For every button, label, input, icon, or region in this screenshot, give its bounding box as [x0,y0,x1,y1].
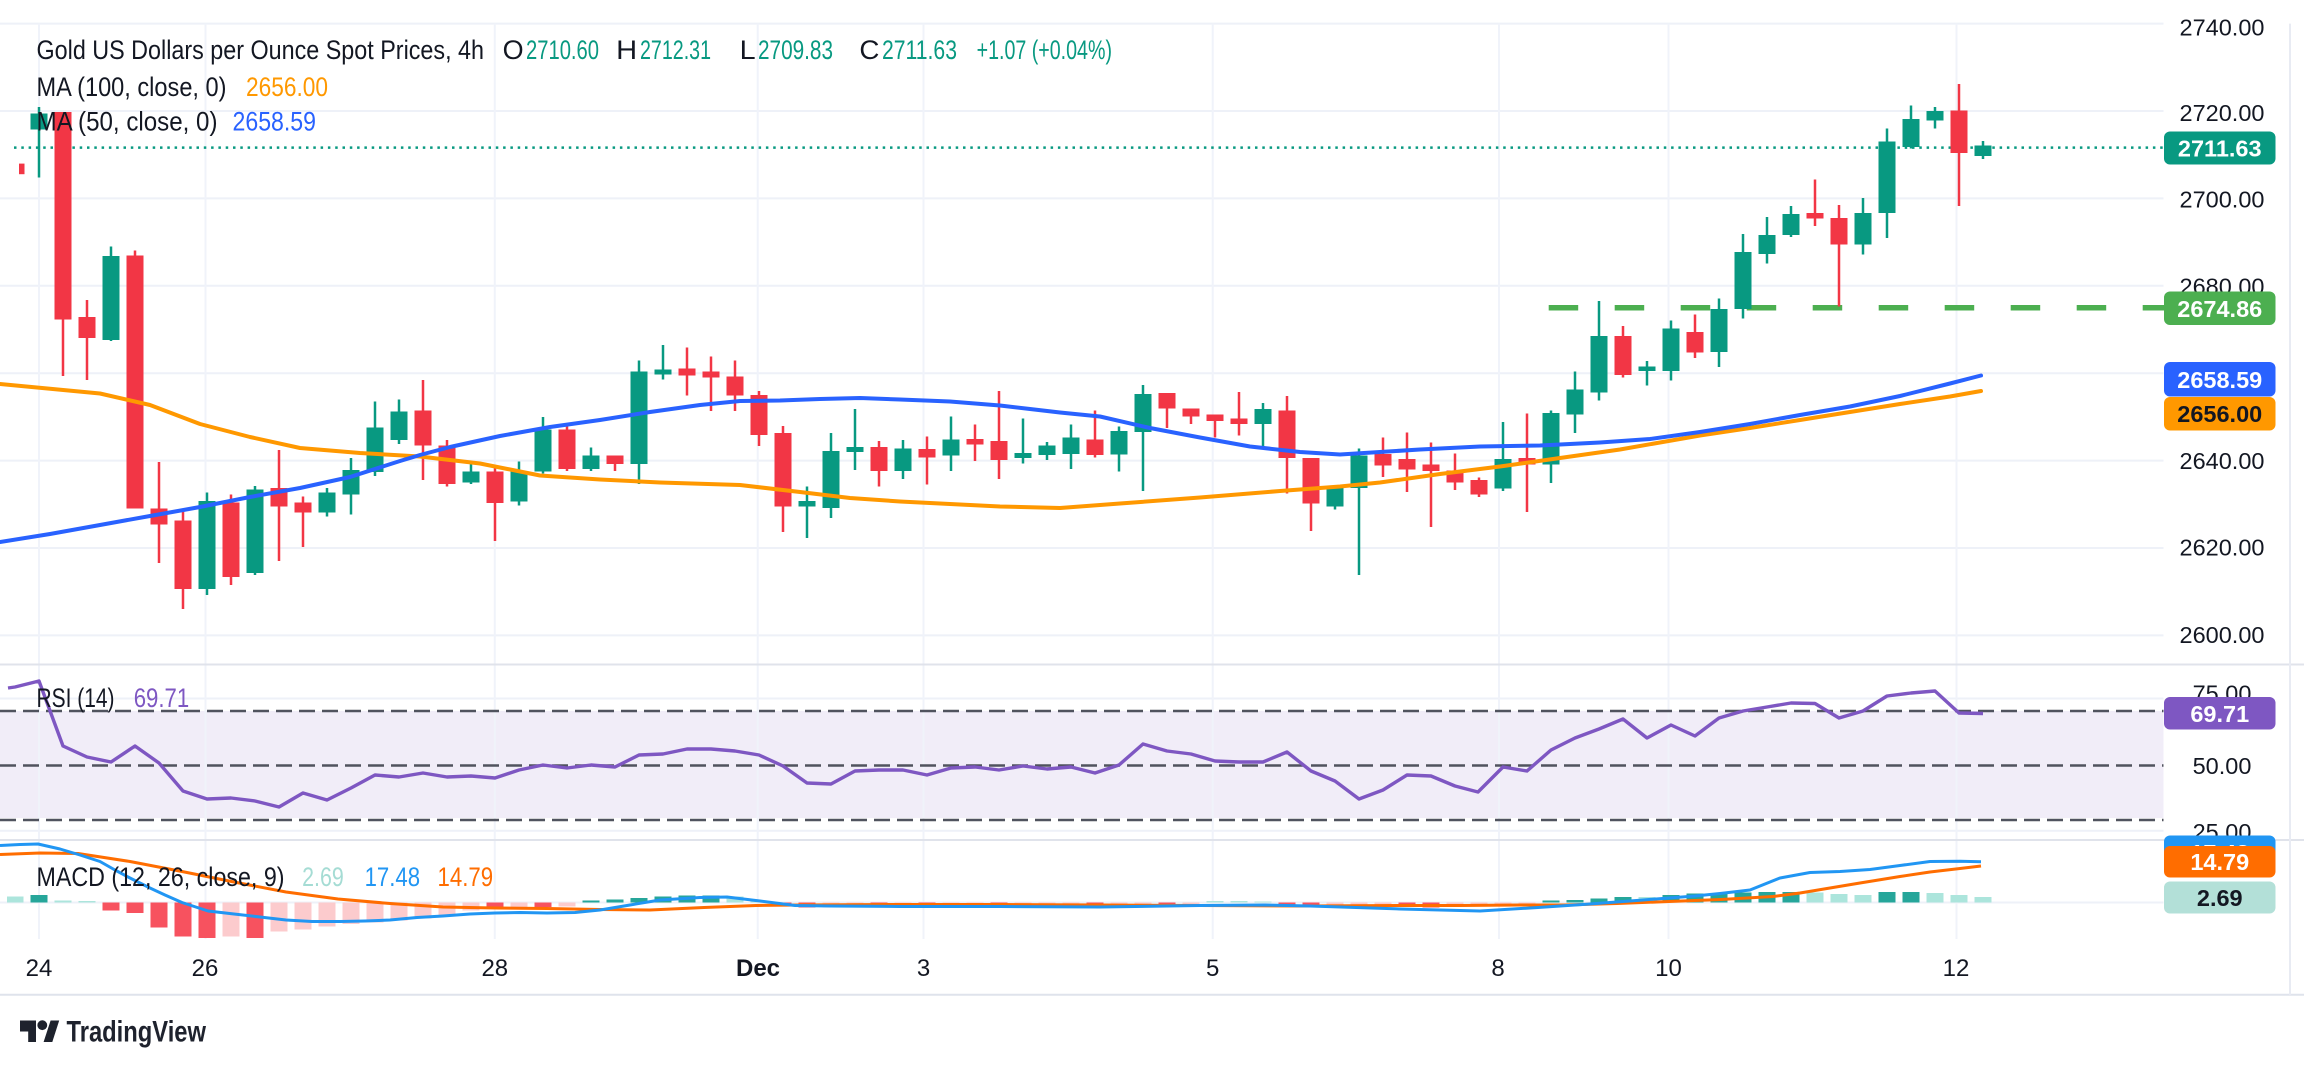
svg-text:69.71: 69.71 [134,683,190,713]
svg-text:28: 28 [481,955,508,982]
svg-text:H: H [616,35,637,65]
svg-text:L: L [740,35,756,65]
svg-text:69.71: 69.71 [2190,701,2249,727]
svg-text:MA (50, close, 0): MA (50, close, 0) [37,107,218,137]
svg-text:2620.00: 2620.00 [2180,535,2265,561]
svg-text:MA (100, close, 0): MA (100, close, 0) [37,72,227,102]
svg-text:2658.59: 2658.59 [2177,367,2262,393]
svg-text:2640.00: 2640.00 [2180,448,2265,474]
svg-text:2711.63: 2711.63 [882,35,957,65]
svg-text:14.79: 14.79 [438,862,494,892]
svg-text:2.69: 2.69 [302,862,344,892]
svg-text:2712.31: 2712.31 [640,35,711,65]
svg-text:2656.00: 2656.00 [2177,401,2262,427]
svg-text:Gold US Dollars per Ounce Spot: Gold US Dollars per Ounce Spot Prices, 4… [37,35,485,65]
svg-text:2.69: 2.69 [2197,885,2243,911]
svg-text:2710.60: 2710.60 [526,35,599,65]
svg-text:2600.00: 2600.00 [2180,622,2265,648]
svg-text:10: 10 [1655,955,1682,982]
svg-text:2711.63: 2711.63 [2178,136,2262,162]
svg-text:5: 5 [1206,955,1219,982]
svg-text:26: 26 [192,955,219,982]
svg-text:+1.07 (+0.04%): +1.07 (+0.04%) [977,35,1112,65]
svg-text:24: 24 [26,955,53,982]
svg-text:2674.86: 2674.86 [2177,296,2262,322]
svg-text:3: 3 [917,955,930,982]
svg-text:TradingView: TradingView [67,1016,207,1049]
svg-text:MACD (12, 26, close, 9): MACD (12, 26, close, 9) [37,862,285,892]
svg-text:2656.00: 2656.00 [246,72,328,102]
svg-text:RSI (14): RSI (14) [37,683,115,713]
svg-text:2700.00: 2700.00 [2180,187,2265,213]
svg-text:14.79: 14.79 [2190,849,2249,875]
svg-text:2740.00: 2740.00 [2180,15,2265,41]
svg-text:2709.83: 2709.83 [758,35,833,65]
svg-text:2658.59: 2658.59 [233,107,317,137]
svg-text:8: 8 [1491,955,1504,982]
svg-text:12: 12 [1943,955,1970,982]
svg-text:Dec: Dec [736,955,780,982]
svg-text:50.00: 50.00 [2193,753,2252,779]
svg-text:O: O [503,35,524,65]
svg-text:17.48: 17.48 [365,862,421,892]
svg-text:C: C [859,35,879,65]
svg-text:2720.00: 2720.00 [2180,100,2265,126]
